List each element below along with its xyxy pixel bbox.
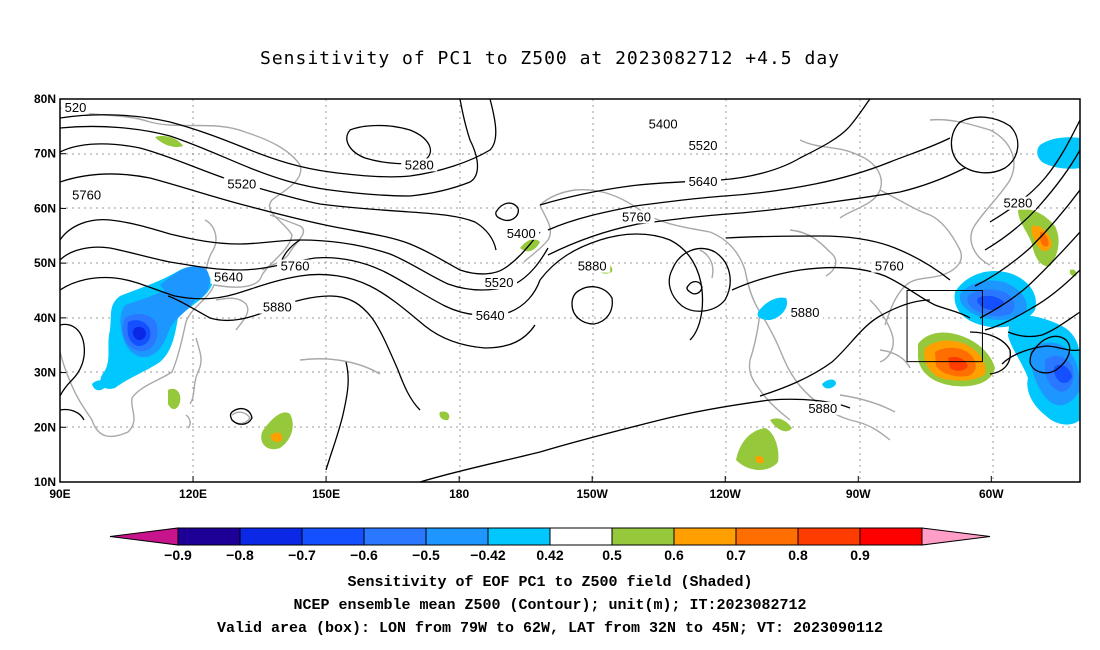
colorbar-segment <box>425 527 489 546</box>
lat-tick-label: 60N <box>34 201 56 215</box>
contour-label-bg <box>685 174 722 188</box>
contour-label-bg <box>787 306 824 320</box>
contour-label-bg <box>685 139 722 153</box>
lon-tick-label: 120W <box>710 487 742 501</box>
colorbar-label: 0.9 <box>850 547 870 563</box>
contour-label-bg <box>999 196 1036 210</box>
contour-label: 5880 <box>808 401 837 416</box>
contour-label-bg <box>61 100 90 114</box>
contour-label: 5400 <box>507 226 536 241</box>
caption-valid-area: Valid area (box): LON from 79W to 62W, L… <box>216 620 884 637</box>
figure-title: Sensitivity of PC1 to Z500 at 2023082712… <box>259 48 840 69</box>
colorbar-label: −0.7 <box>288 547 316 563</box>
contour-label: 5760 <box>622 209 651 224</box>
lat-tick-label: 80N <box>34 92 56 106</box>
lat-tick-label: 50N <box>34 256 56 270</box>
lon-tick-label: 60W <box>979 487 1004 501</box>
contour-label-bg <box>472 308 509 322</box>
contour-label-bg <box>481 276 518 290</box>
colorbar-segment <box>487 527 551 546</box>
caption-contour: NCEP ensemble mean Z500 (Contour); unit(… <box>293 597 807 614</box>
contour-label-bg <box>223 177 260 191</box>
lon-tick-label: 120E <box>179 487 207 501</box>
colorbar-label: −0.6 <box>350 547 378 563</box>
colorbar-label: 0.8 <box>788 547 808 563</box>
colorbar-label: −0.9 <box>164 547 192 563</box>
lon-tick-label: 90W <box>846 487 871 501</box>
z500-contours <box>60 99 1080 482</box>
contour-label-bg <box>503 226 540 240</box>
contour-label-bg <box>871 259 908 273</box>
lon-tick-label: 150W <box>576 487 608 501</box>
lon-tick-label: 90E <box>49 487 70 501</box>
colorbar-segment <box>177 527 241 546</box>
colorbar-label: −0.8 <box>226 547 254 563</box>
axis-labels: 90E 120E 150E 180 150W 120W 90W 60W 80N 70N 60N 50N… <box>34 92 1004 501</box>
colorbar-segment <box>735 527 799 546</box>
contour-label-bg <box>68 188 105 202</box>
colorbar-segment <box>673 527 737 546</box>
valid-area-box <box>906 290 983 363</box>
contour-label: 5760 <box>72 187 101 202</box>
contour-label: 5880 <box>791 305 820 320</box>
colorbar-segment <box>363 527 427 546</box>
contour-label: 5280 <box>405 157 434 172</box>
colorbar-segment <box>859 527 923 546</box>
contour-label: 5640 <box>476 308 505 323</box>
colorbar-low-triangle <box>109 527 179 546</box>
colorbar-segment <box>797 527 861 546</box>
colorbar-label: 0.7 <box>726 547 746 563</box>
colorbar-label: 0.6 <box>664 547 684 563</box>
colorbar-label: −0.42 <box>470 547 506 563</box>
colorbar-segment <box>239 527 303 546</box>
contour-labels: 520 5760 5520 5280 5400 5520 5640 5760 5400 5880 5… <box>61 100 1036 416</box>
contour-label-bg <box>645 117 682 131</box>
colorbar-high-triangle <box>921 527 991 546</box>
contour-label-bg <box>618 210 655 224</box>
lat-tick-label: 70N <box>34 147 56 161</box>
contour-label: 5760 <box>281 259 310 274</box>
contour-label: 5520 <box>485 275 514 290</box>
colorbar-segment <box>301 527 365 546</box>
lon-tick-label: 150E <box>312 487 340 501</box>
caption-shaded: Sensitivity of EOF PC1 to Z500 field (Sh… <box>347 574 753 591</box>
lat-tick-label: 20N <box>34 420 56 434</box>
colorbar-segment <box>549 527 613 546</box>
lat-tick-label: 40N <box>34 311 56 325</box>
contour-label-bg <box>401 158 438 172</box>
graticule <box>60 99 1080 482</box>
lon-tick-label: 180 <box>449 487 469 501</box>
contour-label-bg <box>259 300 296 314</box>
contour-label: 520 <box>65 100 87 115</box>
contour-label: 5640 <box>214 270 243 285</box>
map-frame <box>59 98 1081 483</box>
contour-label: 5880 <box>578 259 607 274</box>
contour-label: 5760 <box>875 259 904 274</box>
map-content: 520 5760 5520 5280 5400 5520 5640 5760 5400 5880 5… <box>60 99 1080 482</box>
contour-label: 5520 <box>689 138 718 153</box>
contour-label: 5520 <box>227 177 256 192</box>
contour-label: 5280 <box>1003 196 1032 211</box>
contour-label-bg <box>804 401 841 415</box>
contour-label-bg <box>277 259 314 273</box>
colorbar-label: −0.5 <box>412 547 440 563</box>
contour-label-bg <box>210 270 247 284</box>
lat-tick-label: 10N <box>34 475 56 489</box>
colorbar-segment <box>611 527 675 546</box>
contour-label-bg <box>574 259 611 273</box>
colorbar-label: 0.5 <box>602 547 622 563</box>
contour-label: 5640 <box>689 174 718 189</box>
contour-label: 5880 <box>263 300 292 315</box>
contour-label: 5400 <box>649 116 678 131</box>
lat-tick-label: 30N <box>34 366 56 380</box>
colorbar: −0.9 −0.8 −0.7 −0.6 −0.5 −0.42 0.42 0.5 0.6 0.7 0.… <box>109 527 991 563</box>
colorbar-label: 0.42 <box>536 547 563 563</box>
